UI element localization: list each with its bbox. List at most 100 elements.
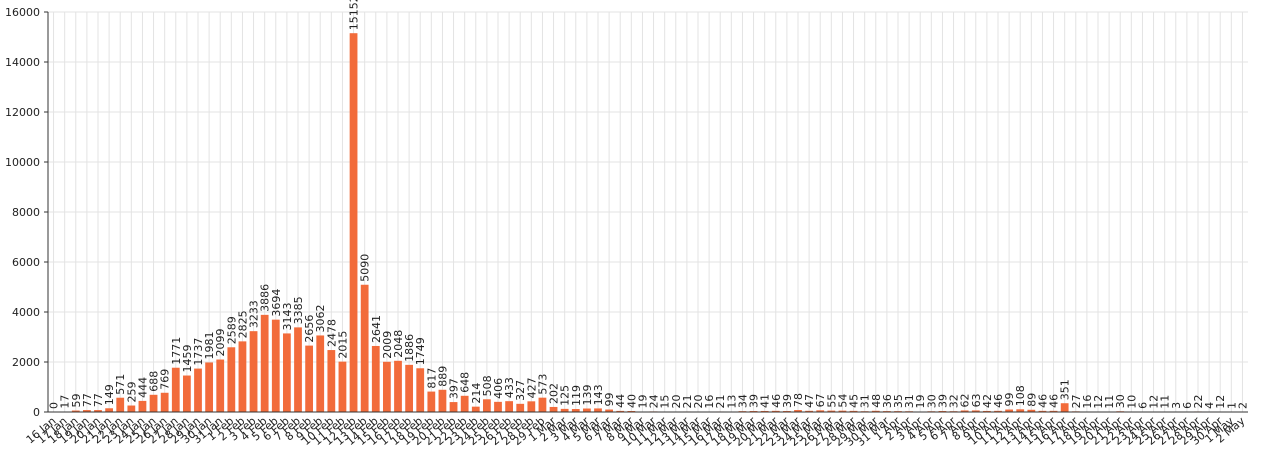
value-label: 817 [425, 368, 438, 389]
value-label: 62 [959, 393, 972, 407]
bar [149, 394, 158, 412]
value-label: 406 [492, 378, 505, 399]
bar [416, 368, 425, 412]
bar [871, 410, 880, 412]
value-label: 63 [970, 393, 983, 407]
bar [449, 402, 458, 412]
value-label: 571 [114, 374, 127, 395]
bar [171, 367, 180, 412]
bar [216, 359, 225, 412]
value-label: 35 [892, 394, 905, 408]
bar [583, 408, 591, 412]
value-label: 67 [814, 393, 827, 407]
y-tick-label: 6000 [12, 256, 40, 269]
value-label: 2589 [225, 316, 238, 344]
value-label: 47 [803, 394, 816, 408]
y-tick-label: 4000 [12, 306, 40, 319]
value-label: 55 [825, 394, 838, 408]
bar [816, 410, 825, 412]
value-label: 889 [436, 366, 449, 387]
bar [394, 360, 402, 412]
bar [360, 284, 369, 412]
value-label: 3385 [292, 296, 305, 324]
y-tick-label: 14000 [5, 56, 40, 69]
bar [616, 410, 625, 412]
value-label: 3 [1170, 402, 1183, 409]
y-tick-label: 10000 [5, 156, 40, 169]
value-label: 2656 [303, 315, 316, 343]
bar [560, 408, 569, 412]
value-label: 31 [903, 394, 916, 408]
value-label: 1737 [192, 338, 205, 366]
value-label: 214 [470, 383, 483, 404]
value-label: 20 [692, 395, 705, 409]
value-label: 769 [159, 369, 172, 390]
y-tick-label: 0 [33, 406, 40, 419]
value-label: 1886 [403, 334, 416, 362]
bar [1016, 409, 1025, 412]
value-label: 444 [136, 377, 149, 398]
value-label: 46 [992, 394, 1005, 408]
bar [127, 405, 136, 412]
bar [383, 361, 391, 412]
value-label: 45 [848, 394, 861, 408]
bar [116, 397, 125, 412]
bar [427, 391, 436, 412]
value-label: 3062 [314, 304, 327, 332]
bar [371, 345, 380, 412]
bar [605, 409, 613, 412]
value-label: 40 [625, 394, 638, 408]
bar [94, 410, 102, 412]
value-label: 59 [70, 394, 83, 408]
bar [1038, 410, 1047, 412]
value-label: 42 [981, 394, 994, 408]
bar [960, 410, 969, 412]
value-label: 2825 [236, 310, 249, 338]
value-label: 12 [1214, 395, 1227, 409]
bar [994, 410, 1002, 412]
value-label: 1749 [414, 337, 427, 365]
value-label: 108 [1014, 385, 1027, 406]
value-label: 32 [948, 394, 961, 408]
value-label: 2478 [325, 319, 338, 347]
value-label: 22 [1192, 394, 1205, 408]
value-label: 78 [792, 393, 805, 407]
bar [983, 410, 991, 412]
value-label: 15 [659, 395, 672, 409]
value-label: 648 [459, 372, 472, 393]
value-label: 46 [770, 394, 783, 408]
bar [549, 406, 558, 412]
value-label: 31 [859, 394, 872, 408]
bar [316, 335, 325, 412]
value-label: 0 [48, 402, 61, 409]
value-label: 11 [1159, 395, 1172, 409]
bar [527, 401, 536, 412]
value-label: 20 [670, 395, 683, 409]
value-label: 30 [925, 394, 938, 408]
value-label: 1459 [181, 345, 194, 373]
y-tick-label: 12000 [5, 106, 40, 119]
bar [138, 400, 147, 412]
value-label: 149 [103, 384, 116, 405]
value-label: 44 [614, 394, 627, 408]
bar [494, 401, 502, 412]
value-label: 3694 [270, 289, 283, 317]
value-label: 351 [1059, 379, 1072, 400]
bar [105, 408, 113, 412]
value-label: 48 [870, 394, 883, 408]
value-label: 2009 [381, 331, 394, 359]
bar [327, 350, 336, 412]
value-label: 327 [514, 380, 527, 401]
bar [471, 406, 480, 412]
value-label: 34 [736, 394, 749, 408]
value-label: 2048 [392, 330, 405, 358]
value-label: 16 [703, 395, 716, 409]
bar [1060, 403, 1069, 412]
bar [71, 410, 80, 412]
value-label: 41 [759, 394, 772, 408]
bar [405, 364, 413, 412]
value-label: 202 [548, 383, 561, 404]
value-label: 573 [536, 374, 549, 395]
value-label: 39 [781, 394, 794, 408]
value-label: 24 [648, 394, 661, 408]
